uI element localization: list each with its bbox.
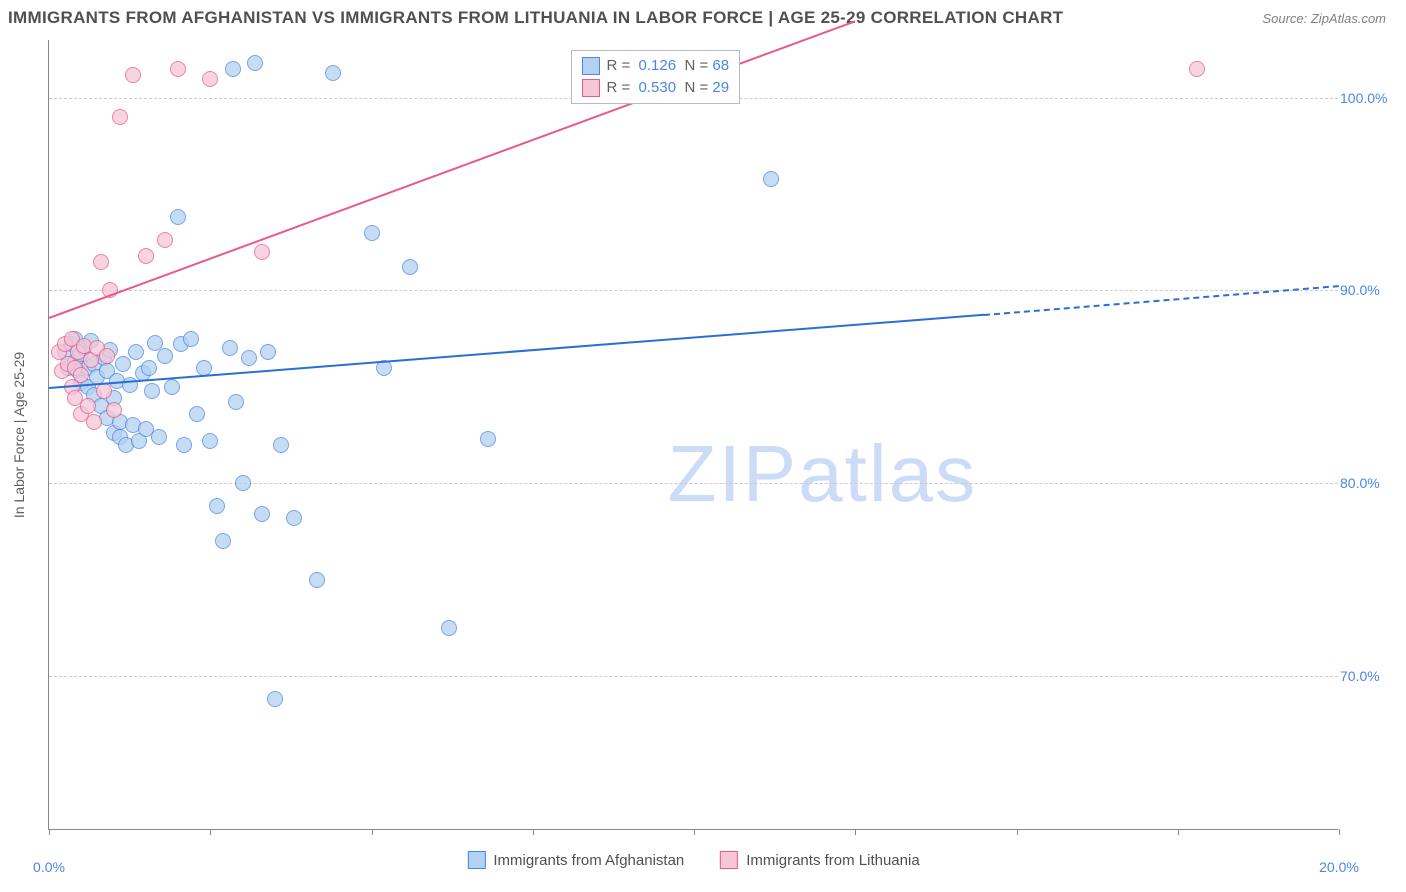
scatter-point — [228, 394, 244, 410]
scatter-point — [441, 620, 457, 636]
scatter-point — [141, 360, 157, 376]
scatter-point — [157, 348, 173, 364]
legend-swatch — [582, 57, 600, 75]
source-attribution: Source: ZipAtlas.com — [1262, 11, 1386, 26]
scatter-point — [209, 498, 225, 514]
scatter-point — [93, 254, 109, 270]
scatter-point — [125, 67, 141, 83]
x-tick — [533, 829, 534, 835]
scatter-point — [202, 71, 218, 87]
y-tick-label: 70.0% — [1340, 668, 1388, 684]
x-tick — [210, 829, 211, 835]
y-tick-label: 90.0% — [1340, 282, 1388, 298]
scatter-point — [73, 367, 89, 383]
watermark: ZIPatlas — [668, 428, 977, 520]
scatter-point — [235, 475, 251, 491]
x-tick-label: 20.0% — [1319, 859, 1359, 875]
plot-region: In Labor Force | Age 25-29 ZIPatlas 70.0… — [48, 40, 1338, 830]
scatter-point — [225, 61, 241, 77]
x-tick — [1017, 829, 1018, 835]
scatter-point — [267, 691, 283, 707]
scatter-point — [196, 360, 212, 376]
gridline-h — [49, 676, 1338, 677]
x-tick — [49, 829, 50, 835]
chart-title: IMMIGRANTS FROM AFGHANISTAN VS IMMIGRANT… — [8, 8, 1063, 28]
scatter-point — [402, 259, 418, 275]
scatter-point — [273, 437, 289, 453]
scatter-point — [480, 431, 496, 447]
scatter-point — [170, 209, 186, 225]
scatter-point — [254, 506, 270, 522]
scatter-point — [86, 414, 102, 430]
legend-swatch — [720, 851, 738, 869]
legend-swatch — [467, 851, 485, 869]
scatter-point — [222, 340, 238, 356]
legend-swatch — [582, 79, 600, 97]
scatter-point — [176, 437, 192, 453]
scatter-point — [80, 398, 96, 414]
scatter-point — [144, 383, 160, 399]
scatter-point — [183, 331, 199, 347]
scatter-point — [254, 244, 270, 260]
scatter-point — [763, 171, 779, 187]
scatter-point — [106, 402, 122, 418]
scatter-point — [99, 348, 115, 364]
x-tick — [1178, 829, 1179, 835]
watermark-atlas: atlas — [798, 429, 977, 518]
x-tick-label: 0.0% — [33, 859, 65, 875]
scatter-point — [247, 55, 263, 71]
x-tick — [1339, 829, 1340, 835]
scatter-point — [115, 356, 131, 372]
scatter-point — [112, 109, 128, 125]
x-tick — [694, 829, 695, 835]
scatter-point — [202, 433, 218, 449]
scatter-point — [325, 65, 341, 81]
watermark-zip: ZIP — [668, 429, 798, 518]
scatter-point — [128, 344, 144, 360]
scatter-point — [157, 232, 173, 248]
scatter-point — [309, 572, 325, 588]
gridline-h — [49, 290, 1338, 291]
legend-series-label: Immigrants from Lithuania — [746, 852, 919, 869]
y-tick-label: 100.0% — [1340, 90, 1388, 106]
x-tick — [372, 829, 373, 835]
chart-area: In Labor Force | Age 25-29 ZIPatlas 70.0… — [48, 40, 1388, 830]
scatter-point — [189, 406, 205, 422]
legend-stats-text: R = 0.126 N = 68 — [606, 57, 729, 74]
legend-series-item: Immigrants from Lithuania — [720, 851, 919, 869]
scatter-point — [260, 344, 276, 360]
x-tick — [855, 829, 856, 835]
scatter-point — [164, 379, 180, 395]
legend-stats-row: R = 0.530 N = 29 — [582, 77, 729, 99]
scatter-point — [364, 225, 380, 241]
y-tick-label: 80.0% — [1340, 475, 1388, 491]
scatter-point — [170, 61, 186, 77]
legend-stats-text: R = 0.530 N = 29 — [606, 79, 729, 96]
legend-stats-row: R = 0.126 N = 68 — [582, 55, 729, 77]
y-axis-label: In Labor Force | Age 25-29 — [11, 351, 27, 517]
legend-series: Immigrants from Afghanistan Immigrants fr… — [467, 851, 919, 869]
scatter-point — [241, 350, 257, 366]
scatter-point — [1189, 61, 1205, 77]
title-bar: IMMIGRANTS FROM AFGHANISTAN VS IMMIGRANT… — [0, 0, 1406, 34]
legend-series-item: Immigrants from Afghanistan — [467, 851, 684, 869]
trend-line — [49, 314, 984, 389]
scatter-point — [151, 429, 167, 445]
scatter-point — [215, 533, 231, 549]
legend-series-label: Immigrants from Afghanistan — [493, 852, 684, 869]
scatter-point — [138, 248, 154, 264]
legend-stats: R = 0.126 N = 68 R = 0.530 N = 29 — [571, 50, 740, 104]
scatter-point — [286, 510, 302, 526]
trend-line — [984, 285, 1339, 316]
